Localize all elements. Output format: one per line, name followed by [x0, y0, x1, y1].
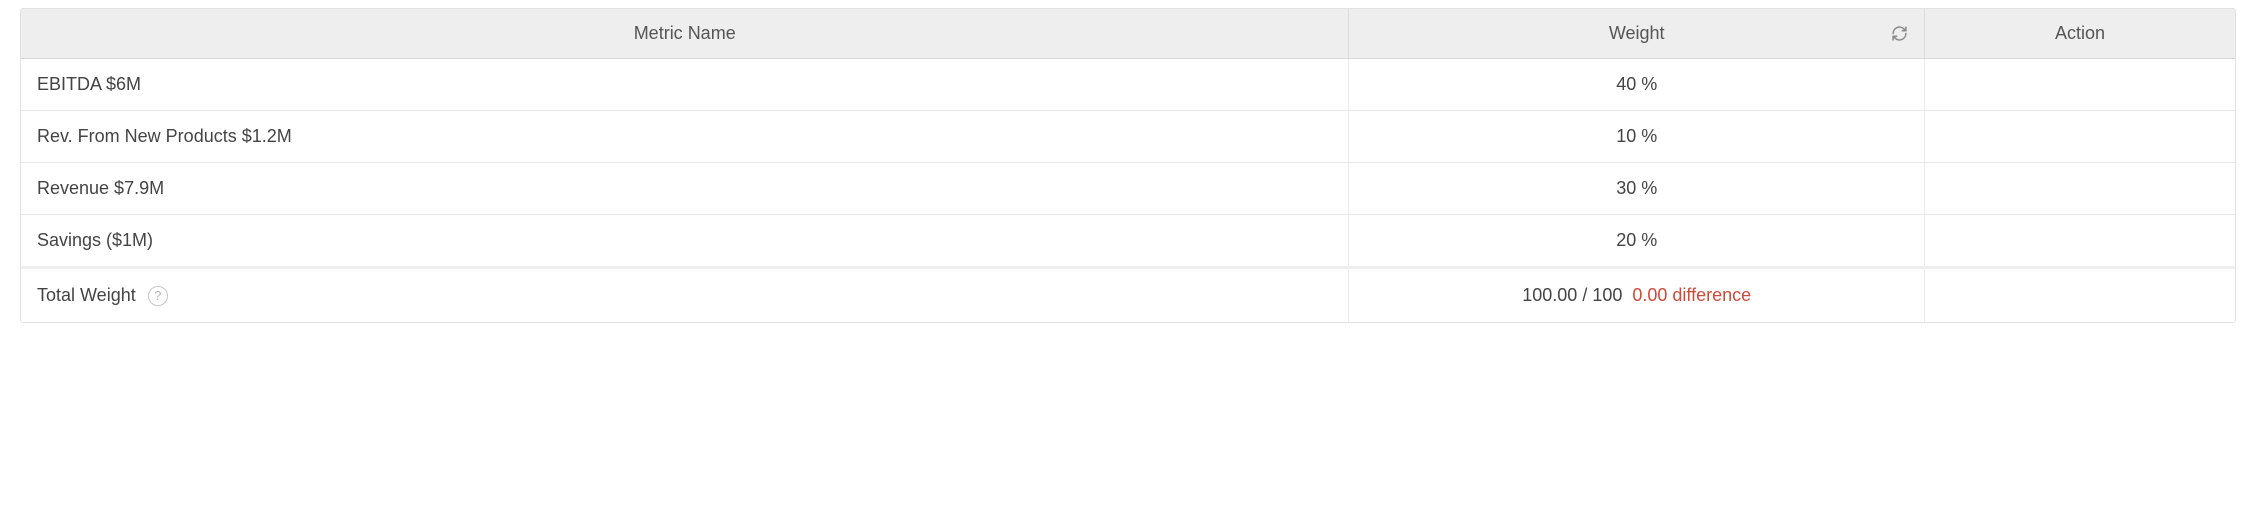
table-row: Revenue $7.9M 30 %: [21, 163, 2235, 215]
metric-weight-cell: 40 %: [1349, 59, 1925, 110]
metric-name-cell: Revenue $7.9M: [21, 163, 1349, 214]
table-header-row: Metric Name Weight Action: [21, 9, 2235, 59]
metric-weight-cell: 30 %: [1349, 163, 1925, 214]
metric-action-cell: [1925, 215, 2235, 266]
total-weight-difference-label: difference: [1667, 285, 1751, 305]
column-header-label: Action: [2055, 23, 2105, 43]
table-body: EBITDA $6M 40 % Rev. From New Products $…: [21, 59, 2235, 266]
metric-name-cell: Rev. From New Products $1.2M: [21, 111, 1349, 162]
metric-action-cell: [1925, 163, 2235, 214]
metric-weight-cell: 20 %: [1349, 215, 1925, 266]
column-header-weight: Weight: [1349, 9, 1925, 58]
table-row: Rev. From New Products $1.2M 10 %: [21, 111, 2235, 163]
total-weight-label-cell: Total Weight ?: [21, 269, 1349, 322]
total-weight-current: 100.00: [1522, 285, 1577, 305]
table-row: Savings ($1M) 20 %: [21, 215, 2235, 266]
metric-name-cell: EBITDA $6M: [21, 59, 1349, 110]
total-weight-value-cell: 100.00 / 100 0.00 difference: [1349, 269, 1925, 322]
column-header-label: Weight: [1609, 23, 1665, 43]
total-weight-target: 100: [1592, 285, 1622, 305]
metric-action-cell: [1925, 111, 2235, 162]
total-weight-difference-value: 0.00: [1632, 285, 1667, 305]
column-header-action: Action: [1925, 9, 2235, 58]
metric-action-cell: [1925, 59, 2235, 110]
total-action-cell: [1925, 269, 2235, 322]
metric-name-cell: Savings ($1M): [21, 215, 1349, 266]
refresh-icon[interactable]: [1890, 25, 1908, 43]
total-weight-separator: /: [1577, 285, 1592, 305]
metric-weight-cell: 10 %: [1349, 111, 1925, 162]
column-header-label: Metric Name: [634, 23, 736, 43]
table-footer-row: Total Weight ? 100.00 / 100 0.00 differen…: [21, 266, 2235, 322]
column-header-metric-name: Metric Name: [21, 9, 1349, 58]
table-row: EBITDA $6M 40 %: [21, 59, 2235, 111]
total-weight-label: Total Weight: [37, 285, 136, 306]
help-icon[interactable]: ?: [148, 286, 168, 306]
metrics-table: Metric Name Weight Action EBITDA $6M 40 …: [20, 8, 2236, 323]
